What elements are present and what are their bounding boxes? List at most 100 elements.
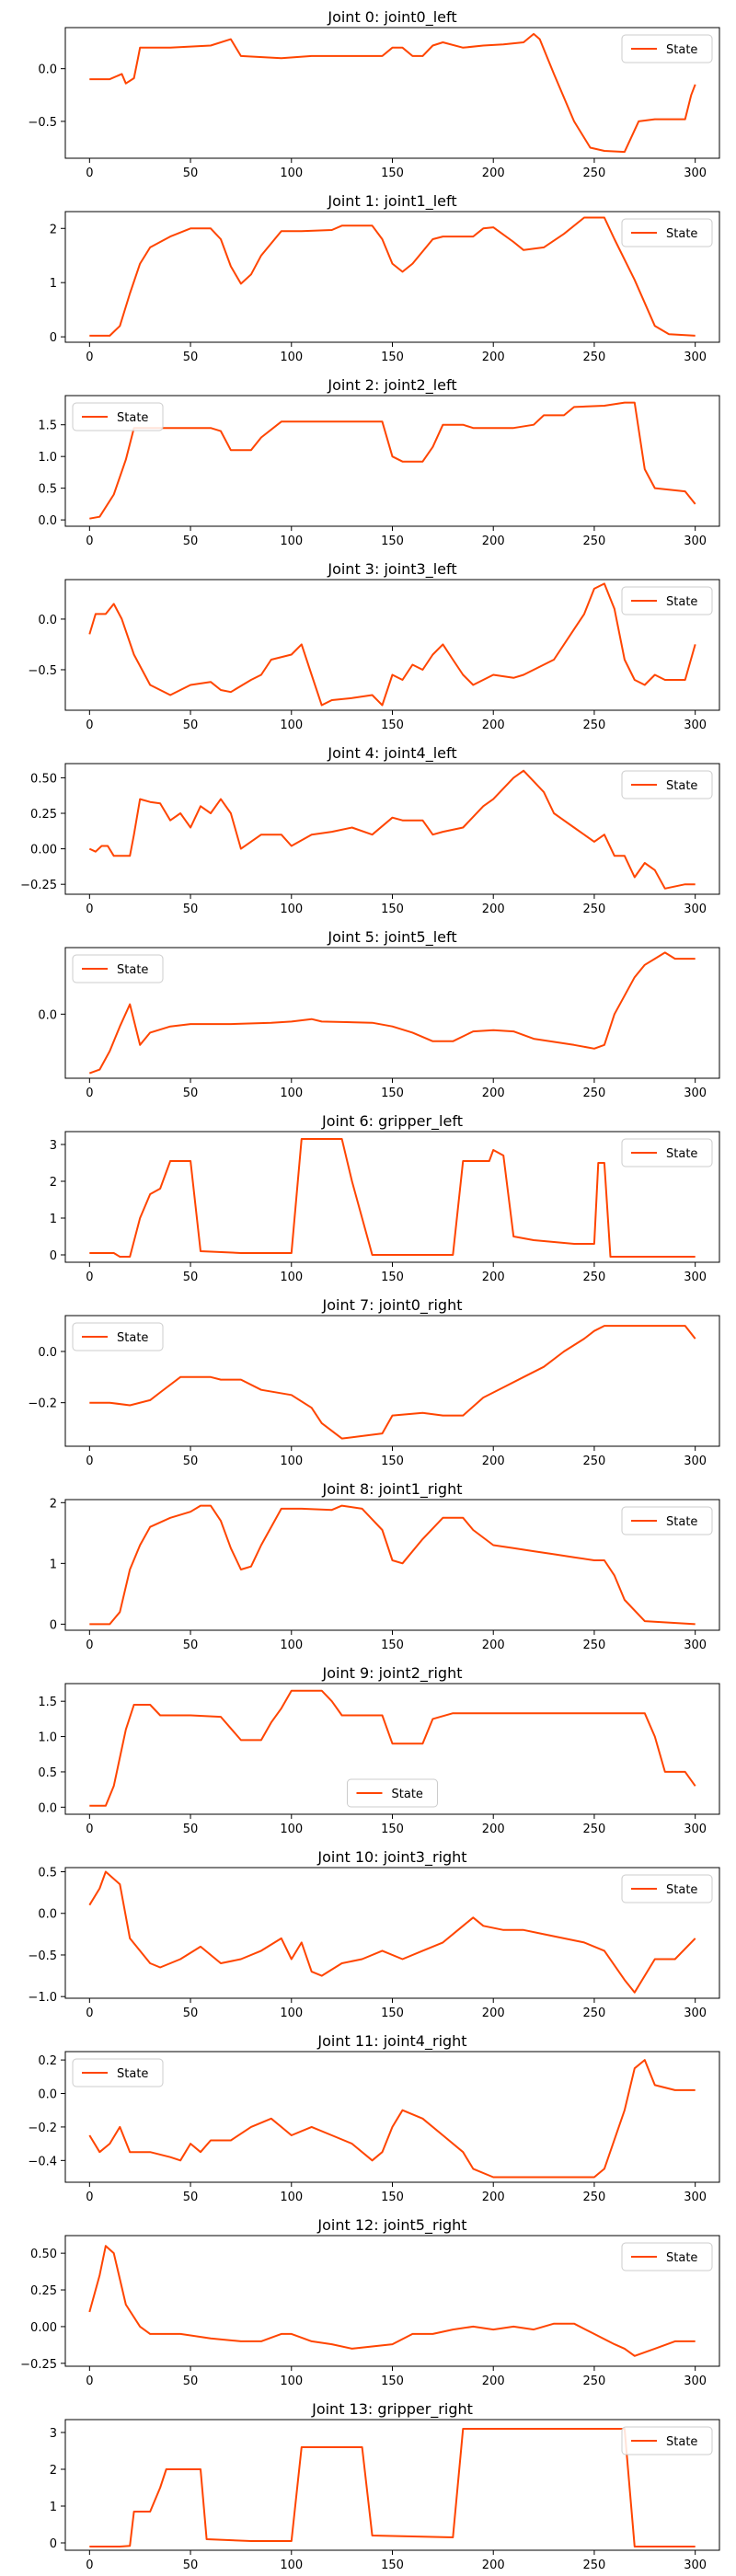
x-tick-label: 100 [280,719,303,732]
x-tick-label: 300 [684,903,707,916]
chart-title: Joint 7: joint0_right [322,1296,463,1315]
x-tick-label: 0 [86,903,93,916]
chart-title: Joint 3: joint3_left [327,560,456,579]
chart-title: Joint 9: joint2_right [322,1664,463,1683]
y-tick-label: 1.5 [38,1696,57,1709]
legend-label: State [666,227,697,241]
x-tick-label: 250 [583,1087,606,1100]
chart-title: Joint 5: joint5_left [327,928,456,947]
legend: State [621,218,713,247]
legend: State [621,1138,713,1167]
plot-frame [64,2419,720,2551]
x-tick-label: 0 [86,1271,93,1284]
legend-label: State [117,411,148,425]
y-tick-label: 1 [50,2501,57,2514]
x-tick-label: 100 [280,1271,303,1284]
y-tick-label: 2 [50,2464,57,2478]
x-tick-label: 50 [183,1087,199,1100]
plot-frame [64,1867,720,1999]
x-tick-label: 300 [684,351,707,364]
x-tick-label: 50 [183,535,199,548]
x-tick-label: 100 [280,351,303,364]
x-tick-label: 0 [86,1087,93,1100]
legend-box [72,954,164,983]
x-tick-label: 0 [86,719,93,732]
y-tick-label: 0.25 [30,2284,57,2298]
chart-title: Joint 8: joint1_right [322,1480,463,1499]
x-tick-label: 250 [583,903,606,916]
x-tick-label: 50 [183,167,199,180]
legend-box [621,1874,713,1903]
series-line-state [89,32,696,154]
subplot-4: Joint 4: joint4_left 0 50 100 150 200 250 300 0.… [20,744,720,916]
legend-box [621,2426,713,2455]
plot-frame [64,579,720,711]
x-tick-label: 200 [482,167,505,180]
x-tick-label: 300 [684,167,707,180]
y-tick-label: 0 [50,1249,57,1263]
x-tick-label: 300 [684,1639,707,1652]
legend-label: State [117,1331,148,1345]
legend: State [621,2426,713,2455]
y-tick-label: 0.0 [38,63,57,77]
y-tick-label: 0.25 [30,808,57,822]
x-tick-label: 200 [482,2191,505,2204]
x-tick-label: 250 [583,535,606,548]
subplot-2: Joint 2: joint2_left 0 50 100 150 200 250 300 0.… [38,376,720,548]
x-tick-label: 50 [183,719,199,732]
y-tick-label: 1.0 [38,451,57,465]
y-tick-label: 2 [50,1497,57,1511]
x-tick-label: 150 [381,903,404,916]
subplot-12: Joint 12: joint5_right 0 50 100 150 200 250 300… [20,2216,720,2388]
x-tick-label: 150 [381,1639,404,1652]
y-tick-label: −0.5 [28,1949,57,1963]
x-tick-label: 50 [183,2191,199,2204]
x-tick-label: 250 [583,1271,606,1284]
x-tick-label: 200 [482,1087,505,1100]
x-tick-label: 0 [86,351,93,364]
series-line-state [88,951,696,1075]
y-tick-label: 0.0 [38,1801,57,1815]
x-tick-label: 50 [183,1823,199,1836]
legend-box [621,34,713,63]
legend: State [621,770,713,799]
x-tick-label: 100 [280,1823,303,1836]
legend-box [72,402,164,431]
y-tick-label: 1 [50,1558,57,1571]
y-tick-label: 1.0 [38,1731,57,1745]
legend-box [621,586,713,615]
series-line-state [89,2428,696,2547]
x-tick-label: 300 [684,2191,707,2204]
series-line-state [88,769,696,890]
legend: State [72,1322,164,1351]
x-tick-label: 300 [684,719,707,732]
x-tick-label: 200 [482,719,505,732]
x-tick-label: 200 [482,1455,505,1468]
series-line-state [88,1870,696,1994]
x-tick-label: 0 [86,2007,93,2020]
x-tick-label: 50 [183,1455,199,1468]
series-line-state [89,1138,696,1258]
x-tick-label: 150 [381,719,404,732]
y-tick-label: −0.2 [28,1397,57,1411]
x-tick-label: 100 [280,2007,303,2020]
chart-title: Joint 6: gripper_left [321,1112,463,1131]
plot-frame [64,1315,720,1447]
x-tick-label: 200 [482,351,505,364]
x-tick-label: 100 [280,167,303,180]
subplot-1: Joint 1: joint1_left 0 50 100 150 200 250 300 0 1… [50,192,720,364]
y-tick-label: 0.50 [30,772,57,786]
series-line-state [89,1689,696,1807]
plot-frame [64,763,720,895]
x-tick-label: 200 [482,2559,505,2572]
y-tick-label: −0.4 [28,2155,57,2168]
x-tick-label: 100 [280,1087,303,1100]
y-tick-label: 2 [50,1176,57,1190]
x-tick-label: 0 [86,167,93,180]
subplot-5: Joint 5: joint5_left 0 50 100 150 200 250 300 0.… [38,928,720,1100]
legend-box [621,2242,713,2271]
x-tick-label: 150 [381,1271,404,1284]
plot-frame [64,1131,720,1263]
x-tick-label: 300 [684,2375,707,2388]
